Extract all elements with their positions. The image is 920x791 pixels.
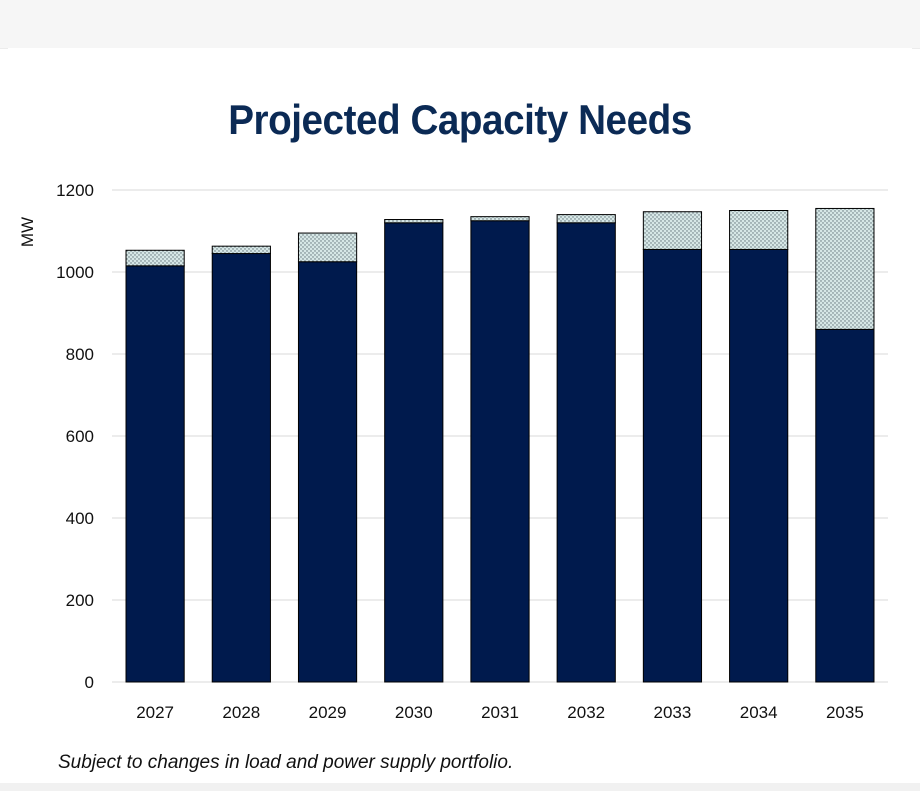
y-tick-label: 600 <box>66 427 94 446</box>
y-tick-label: 0 <box>85 673 94 692</box>
bar-top-2030 <box>384 219 444 224</box>
bar-base-2028 <box>211 253 271 683</box>
x-tick-label: 2027 <box>136 703 174 722</box>
bottom-band <box>0 783 920 791</box>
x-tick-label: 2028 <box>222 703 260 722</box>
chart-title: Projected Capacity Needs <box>228 96 692 143</box>
y-tick-label: 400 <box>66 509 94 528</box>
bar-top-2031 <box>470 216 530 222</box>
x-tick-label: 2030 <box>395 703 433 722</box>
bar-top-2033 <box>642 211 703 250</box>
y-axis-label: MW <box>18 217 37 247</box>
footnote: Subject to changes in load and power sup… <box>58 752 514 773</box>
y-tick-label: 1000 <box>56 263 94 282</box>
x-tick-label: 2029 <box>309 703 347 722</box>
bar-base-2033 <box>642 248 703 683</box>
bar-top-2029 <box>297 232 358 263</box>
bar-base-2032 <box>556 222 616 683</box>
bar-base-2027 <box>125 265 185 683</box>
bar-base-2034 <box>729 248 789 683</box>
bar-base-2029 <box>297 261 358 683</box>
x-tick-label: 2035 <box>826 703 864 722</box>
x-tick-label: 2032 <box>567 703 605 722</box>
bar-top-2034 <box>729 210 789 250</box>
y-tick-label: 200 <box>66 591 94 610</box>
x-tick-label: 2033 <box>654 703 692 722</box>
y-tick-label: 1200 <box>56 181 94 200</box>
x-tick-label: 2031 <box>481 703 519 722</box>
bar-base-2030 <box>384 222 444 683</box>
bar-base-2031 <box>470 220 530 683</box>
bar-top-2032 <box>556 214 616 224</box>
bar-top-2028 <box>211 245 271 255</box>
bar-top-2027 <box>125 249 185 267</box>
bar-top-2035 <box>815 207 875 330</box>
y-tick-label: 800 <box>66 345 94 364</box>
bar-base-2035 <box>815 328 875 683</box>
x-tick-label: 2034 <box>740 703 778 722</box>
